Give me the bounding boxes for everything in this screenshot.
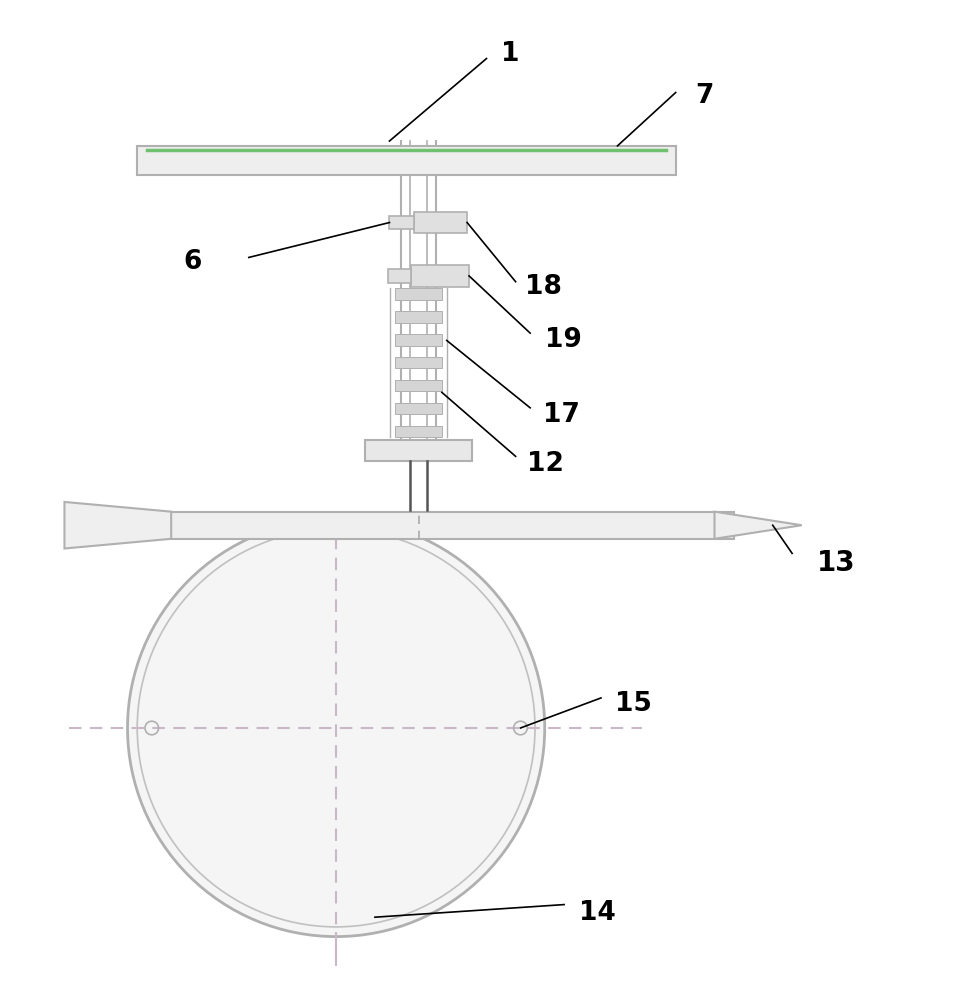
- Text: 6: 6: [184, 249, 202, 275]
- Text: 18: 18: [525, 274, 562, 300]
- Text: 1: 1: [501, 41, 520, 67]
- Text: 7: 7: [695, 83, 713, 109]
- Bar: [395, 334, 442, 346]
- Polygon shape: [64, 502, 171, 549]
- Bar: [132, 512, 734, 539]
- Bar: [395, 426, 442, 437]
- Circle shape: [127, 519, 545, 937]
- Polygon shape: [714, 512, 802, 539]
- Text: 19: 19: [545, 327, 582, 353]
- Bar: [411, 265, 469, 287]
- Bar: [137, 146, 675, 175]
- Bar: [414, 212, 467, 233]
- Bar: [365, 440, 472, 461]
- Text: 13: 13: [816, 549, 855, 577]
- Bar: [395, 288, 442, 300]
- Bar: [395, 311, 442, 323]
- Text: 15: 15: [615, 691, 652, 717]
- Bar: [389, 216, 414, 229]
- Bar: [395, 380, 442, 391]
- Bar: [387, 269, 411, 283]
- Text: 14: 14: [579, 900, 615, 926]
- Text: 17: 17: [543, 402, 580, 428]
- Bar: [395, 357, 442, 368]
- Bar: [395, 403, 442, 414]
- Text: 12: 12: [527, 451, 564, 477]
